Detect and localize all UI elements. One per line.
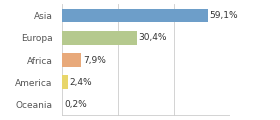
Text: 0,2%: 0,2%: [64, 100, 87, 109]
Bar: [62, 75, 67, 89]
Text: 7,9%: 7,9%: [83, 55, 106, 65]
Text: 59,1%: 59,1%: [210, 11, 238, 20]
Text: 2,4%: 2,4%: [69, 78, 92, 87]
Bar: [62, 9, 207, 22]
Bar: [62, 31, 137, 45]
Bar: [62, 53, 81, 67]
Text: 30,4%: 30,4%: [139, 33, 167, 42]
